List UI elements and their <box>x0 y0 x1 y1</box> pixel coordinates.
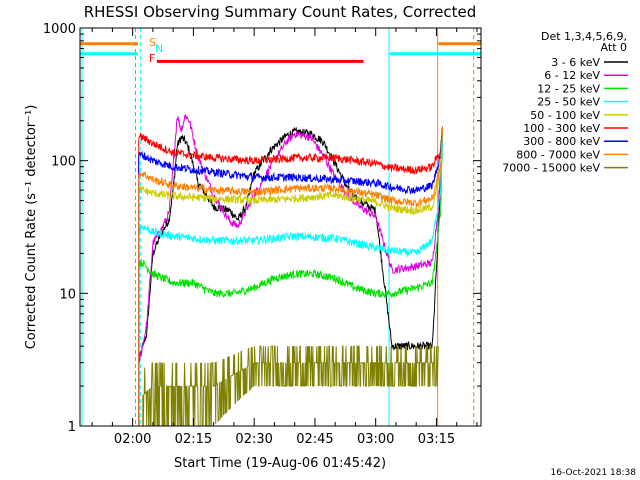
legend-label-6: 300 - 800 keV <box>523 135 600 148</box>
series-line-12-25kev <box>138 137 443 426</box>
x-tick-label-2: 02:30 <box>235 432 272 447</box>
series-line-3-6kev <box>138 126 443 426</box>
x-tick-label-5: 03:15 <box>418 432 455 447</box>
y-tick-label-3: 1000 <box>43 22 76 37</box>
legend-label-0: 3 - 6 keV <box>551 56 600 69</box>
legend-label-5: 100 - 300 keV <box>523 122 600 135</box>
legend-label-2: 12 - 25 keV <box>537 82 600 95</box>
y-tick-label-2: 100 <box>51 155 76 170</box>
series-line-50-100kev <box>138 130 443 426</box>
flag-bars <box>80 42 481 63</box>
x-tick-label-4: 03:00 <box>357 432 394 447</box>
series-line-7000-15000kev <box>142 345 439 427</box>
x-tick-label-3: 02:45 <box>296 432 333 447</box>
series-line-800-7000kev <box>138 126 443 426</box>
series-line-300-800kev <box>138 126 443 426</box>
legend-header-attenuator: Att 0 <box>601 41 627 54</box>
series-lines <box>138 114 443 427</box>
chart-title: RHESSI Observing Summary Count Rates, Co… <box>84 3 477 21</box>
y-tick-label-0: 1 <box>68 420 76 435</box>
series-line-6-12kev <box>138 114 443 426</box>
x-tick-label-0: 02:00 <box>114 432 151 447</box>
annotation-n: N <box>155 42 163 55</box>
legend-label-8: 7000 - 15000 keV <box>502 162 600 175</box>
legend-header-detectors: Det 1,3,4,5,6,9, <box>541 30 627 43</box>
legend-label-1: 6 - 12 keV <box>544 69 600 82</box>
y-tick-label-1: 10 <box>59 287 76 302</box>
legend-label-4: 50 - 100 keV <box>530 109 600 122</box>
series-line-25-50kev <box>138 132 443 426</box>
annotation-s: S <box>149 36 156 49</box>
legend-label-3: 25 - 50 keV <box>537 96 600 109</box>
axes: 02:00 02:15 02:30 02:45 03:00 03:15 1 10 100 1000 <box>43 22 481 447</box>
annotation-f: F <box>149 52 155 65</box>
vertical-markers <box>81 28 475 426</box>
x-axis-label: Start Time (19-Aug-06 01:45:42) <box>174 456 386 471</box>
y-axis-label: Corrected Count Rate (s⁻¹ detector⁻¹) <box>24 105 39 350</box>
plot-frame <box>79 27 482 427</box>
legend-label-7: 800 - 7000 keV <box>516 148 600 161</box>
x-tick-label-1: 02:15 <box>175 432 212 447</box>
footer-timestamp: 16-Oct-2021 18:38 <box>551 468 637 478</box>
series-line-100-300kev <box>138 128 443 426</box>
